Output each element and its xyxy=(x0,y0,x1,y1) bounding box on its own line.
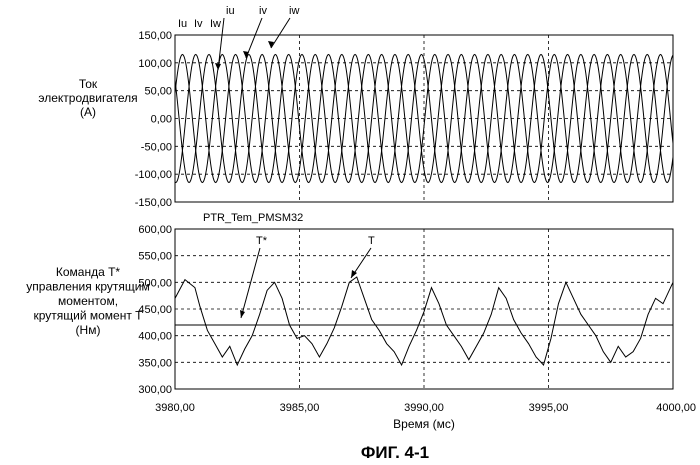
y-tick-label: -150,00 xyxy=(135,197,172,209)
y-tick-label: 0,00 xyxy=(151,114,172,126)
y-tick-label: 100,00 xyxy=(138,58,172,70)
series-label-iu: iu xyxy=(226,5,235,17)
x-tick-label: 4000,00 xyxy=(656,402,696,414)
y-tick-label: 150,00 xyxy=(138,30,172,42)
x-tick-label: 3990,00 xyxy=(404,402,444,414)
legend-header-iw: Iw xyxy=(210,18,221,30)
y-tick-label: 300,00 xyxy=(138,384,172,396)
y-axis-label-line: (Нм) xyxy=(76,323,101,337)
legend-header-iu: Iu xyxy=(178,18,187,30)
series-arrowhead-iu xyxy=(215,63,221,70)
pointer-t-star xyxy=(241,248,260,318)
y-tick-label: 600,00 xyxy=(138,224,172,236)
figure-title: ФИГ. 4-1 xyxy=(361,443,429,462)
y-tick-label: 450,00 xyxy=(138,304,172,316)
annotation-t: T xyxy=(368,235,375,247)
y-axis-label-line: моментом, xyxy=(58,294,118,308)
y-axis-label-line: электродвигателя xyxy=(38,91,137,105)
motor-current-panel: 150,00 100,00 50,00 0,00 -50,00 -100,00 -150,0… xyxy=(38,5,673,209)
y-tick-label: -100,00 xyxy=(135,169,172,181)
x-tick-label: 3980,00 xyxy=(155,402,195,414)
series-pointer-iw xyxy=(271,18,290,48)
y-tick-label: -50,00 xyxy=(141,141,172,153)
legend-header-iv: Iv xyxy=(194,18,203,30)
torque-panel-title: PTR_Tem_PMSM32 xyxy=(203,212,303,224)
series-label-iv: iv xyxy=(259,5,267,17)
y-axis-label-line: (A) xyxy=(80,105,96,119)
x-tick-label: 3995,00 xyxy=(529,402,569,414)
y-axis-label-line: Ток xyxy=(79,77,98,91)
torque-panel: PTR_Tem_PMSM32 600,00550,00500,00450,004… xyxy=(26,212,696,431)
y-axis-label-line: управления крутящим xyxy=(26,280,149,294)
y-tick-label: 400,00 xyxy=(138,331,172,343)
annotation-t-star: T* xyxy=(256,235,268,247)
y-tick-label: 350,00 xyxy=(138,357,172,369)
series-label-iw: iw xyxy=(289,5,299,17)
y-tick-label: 50,00 xyxy=(144,86,172,98)
x-axis-label: Время (мс) xyxy=(393,417,455,431)
y-axis-label-line: Команда T* xyxy=(56,265,121,279)
arrowhead-t-star xyxy=(240,310,245,318)
y-tick-label: 550,00 xyxy=(138,251,172,263)
x-tick-label: 3985,00 xyxy=(280,402,320,414)
y-axis-label-line: крутящий момент T xyxy=(33,309,143,323)
